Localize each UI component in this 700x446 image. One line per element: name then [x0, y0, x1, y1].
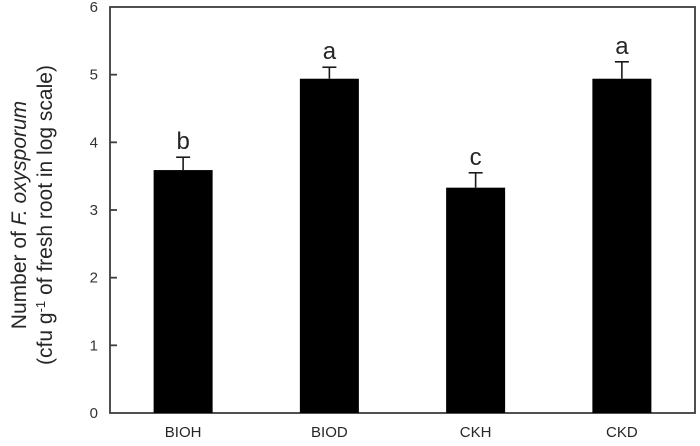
x-category-label: CKD [606, 424, 638, 441]
y-axis-title-line1: Number of F. oxysporum [8, 101, 31, 329]
bar-bioh [153, 170, 213, 413]
bar-ckh [446, 187, 506, 413]
y-tick-label: 5 [90, 67, 98, 84]
x-category-label: CKH [460, 424, 492, 441]
bar-biod [299, 78, 359, 413]
y-tick-label: 4 [90, 134, 98, 151]
x-category-label: BIOD [311, 424, 348, 441]
significance-letter: a [615, 33, 629, 60]
y-tick-label: 3 [90, 202, 98, 219]
y-axis-title-line2: (cfu g-1 of fresh root in log scale) [33, 65, 57, 365]
x-category-label: BIOH [165, 424, 202, 441]
y-tick-label: 6 [90, 0, 98, 16]
y-tick-label: 1 [90, 337, 98, 354]
y-tick-label: 2 [90, 270, 98, 287]
significance-letter: b [176, 128, 189, 155]
y-tick-label: 0 [90, 405, 98, 422]
significance-letter: c [470, 144, 482, 171]
significance-letter: a [323, 38, 337, 65]
bar-ckd [592, 78, 652, 413]
